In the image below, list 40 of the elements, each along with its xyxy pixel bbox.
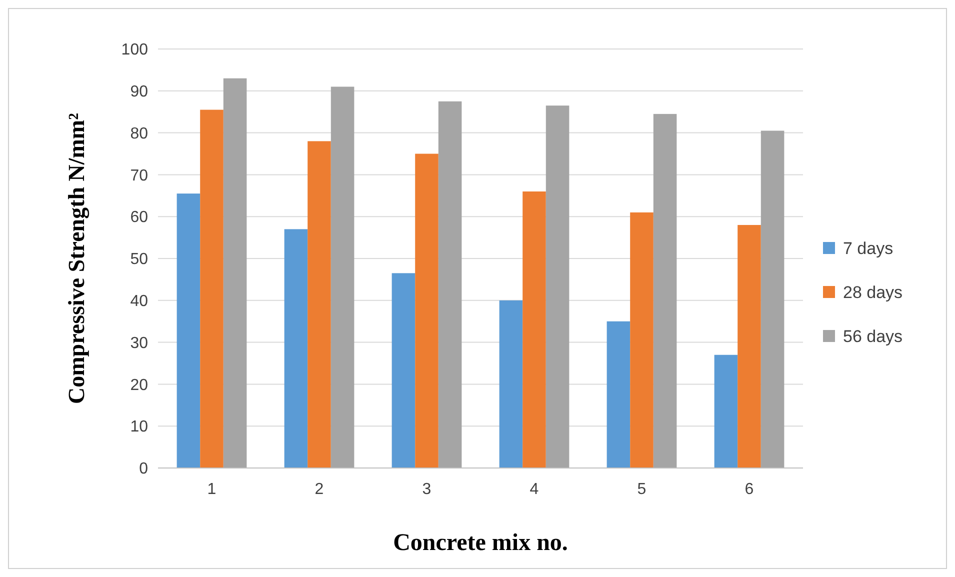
x-tick-label: 5 bbox=[637, 481, 646, 498]
bar bbox=[630, 212, 654, 468]
x-tick-label: 1 bbox=[207, 481, 216, 498]
y-tick-label: 50 bbox=[130, 251, 148, 268]
y-axis-title: Compressive Strength N/mm² bbox=[64, 112, 90, 404]
y-tick-label: 80 bbox=[130, 125, 148, 142]
bar bbox=[714, 354, 738, 468]
x-tick-label: 4 bbox=[530, 481, 539, 498]
bar bbox=[392, 273, 416, 468]
bar bbox=[653, 114, 677, 468]
bar bbox=[284, 229, 308, 468]
legend-label: 56 days bbox=[843, 326, 903, 346]
y-tick-label: 0 bbox=[139, 460, 148, 478]
bar bbox=[200, 110, 224, 468]
bar bbox=[308, 141, 331, 468]
x-tick-label: 2 bbox=[314, 481, 324, 498]
bar bbox=[499, 300, 523, 468]
y-tick-label: 30 bbox=[130, 334, 148, 352]
bar bbox=[330, 86, 354, 468]
legend-label: 7 days bbox=[843, 238, 894, 258]
y-tick-label: 20 bbox=[130, 376, 148, 394]
y-tick-label: 40 bbox=[130, 293, 148, 310]
x-tick-label: 6 bbox=[744, 481, 754, 498]
bar bbox=[760, 130, 784, 468]
bar bbox=[606, 321, 630, 468]
bar bbox=[546, 106, 570, 468]
bar bbox=[738, 224, 761, 468]
legend-label: 28 days bbox=[843, 282, 903, 302]
bar bbox=[522, 191, 546, 468]
y-tick-label: 90 bbox=[130, 84, 148, 100]
y-tick-label: 70 bbox=[130, 167, 148, 184]
bar bbox=[438, 101, 462, 468]
x-axis-title: Concrete mix no. bbox=[393, 530, 568, 556]
bar bbox=[176, 194, 200, 468]
y-tick-label: 10 bbox=[130, 418, 148, 436]
y-tick-label: 100 bbox=[121, 42, 148, 59]
bar bbox=[223, 78, 247, 468]
y-tick-label: 60 bbox=[130, 209, 148, 226]
bar bbox=[415, 154, 438, 468]
x-tick-label: 3 bbox=[422, 481, 432, 498]
